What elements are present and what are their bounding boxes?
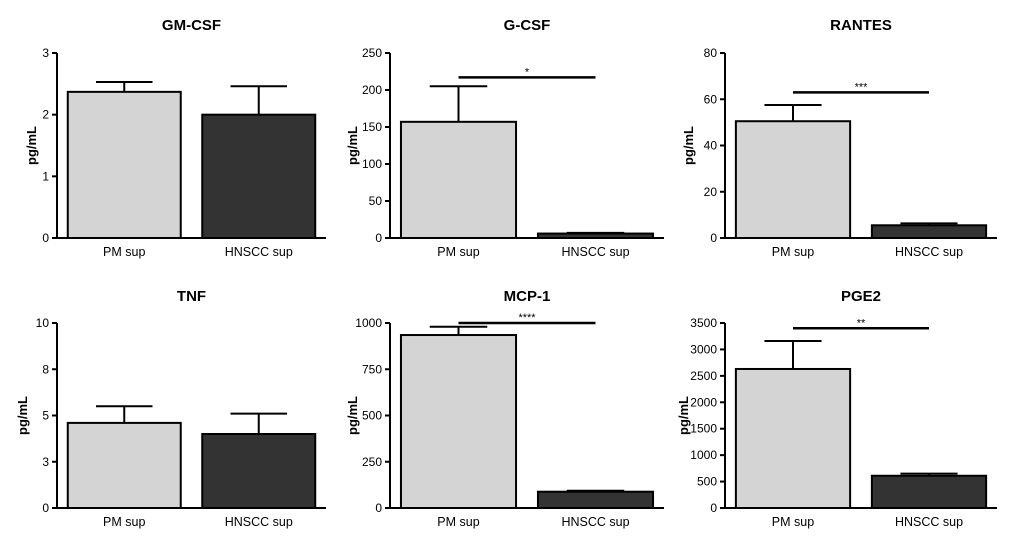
bar-hnscc-sup [536,232,655,239]
y-tick-label: 2500 [690,369,717,383]
x-category-label: HNSCC sup [561,245,629,259]
bar-hnscc-sup [201,113,317,239]
chart-title: RANTES [830,17,892,34]
y-tick-label: 0 [42,501,49,515]
y-tick-label: 60 [704,92,718,106]
y-tick-label: 500 [362,409,382,423]
y-tick-label: 3 [42,46,49,60]
y-tick-label: 1 [42,169,49,183]
bar-hnscc-sup [536,490,655,510]
y-tick-label: 150 [362,120,382,134]
y-tick-label: 80 [704,46,718,60]
x-category-label: HNSCC sup [895,515,963,529]
significance-marker: **** [518,312,536,324]
chart-panel-3: RANTES pg/mL 0 20 40 60 80 PM sup HNSCC sup *** [681,17,997,259]
x-category-label: PM sup [103,245,145,259]
y-tick-label: 500 [697,475,717,489]
chart-title: PGE2 [841,288,881,305]
y-tick-label: 1500 [690,422,717,436]
y-tick-label: 50 [369,194,383,208]
x-category-label: HNSCC sup [225,245,293,259]
x-category-label: PM sup [437,515,479,529]
bar-pm-sup [734,367,852,509]
y-tick-label: 0 [375,231,382,245]
y-tick-label: 0 [375,501,382,515]
chart-panel-1: GM-CSF pg/mL 0 1 2 3 PM sup HNSCC sup [24,17,326,259]
significance-marker: * [525,66,530,78]
y-axis-label: pg/mL [345,126,360,165]
y-tick-label: 20 [704,185,718,199]
chart-panel-5: MCP-1 pg/mL 0 250 500 750 1000 PM sup HNSCC sup *… [345,288,664,529]
y-tick-label: 8 [42,362,49,376]
y-tick-label: 2000 [690,395,717,409]
significance-marker: *** [855,81,869,93]
x-category-label: PM sup [437,245,479,259]
chart-panel-4: TNF pg/mL 0 3 5 8 10 PM sup HNSCC sup [15,288,326,529]
bar-pm-sup [66,421,182,509]
x-category-label: HNSCC sup [561,515,629,529]
bar-hnscc-sup [201,433,317,509]
y-axis-label: pg/mL [681,126,696,165]
bar-pm-sup [399,120,518,239]
significance-marker: ** [857,317,866,329]
y-tick-label: 250 [362,455,382,469]
y-tick-label: 750 [362,362,382,376]
y-tick-label: 40 [704,139,718,153]
y-tick-label: 250 [362,46,382,60]
y-tick-label: 0 [710,501,717,515]
bar-pm-sup [734,120,852,239]
chart-title: MCP-1 [504,288,551,305]
x-category-label: HNSCC sup [895,245,963,259]
y-axis-label: pg/mL [345,396,360,435]
y-tick-label: 100 [362,157,382,171]
y-axis-label: pg/mL [676,396,691,435]
bar-hnscc-sup [870,224,988,239]
y-tick-label: 1000 [690,448,717,462]
x-category-label: PM sup [772,245,814,259]
y-tick-label: 0 [42,231,49,245]
y-tick-label: 3 [42,455,49,469]
y-tick-label: 5 [42,409,49,423]
y-tick-label: 2 [42,108,49,122]
y-tick-label: 0 [710,231,717,245]
y-tick-label: 1000 [355,316,382,330]
chart-title: GM-CSF [162,17,221,34]
chart-panel-6: PGE2 pg/mL 0 500 1000 1500 2000 2500 3000 3500 PM … [676,288,997,529]
chart-title: TNF [177,288,206,305]
bar-pm-sup [399,334,518,509]
x-category-label: HNSCC sup [225,515,293,529]
y-tick-label: 3000 [690,342,717,356]
bar-hnscc-sup [870,474,988,509]
x-category-label: PM sup [103,515,145,529]
y-axis-label: pg/mL [24,126,39,165]
x-category-label: PM sup [772,515,814,529]
y-axis-label: pg/mL [15,396,30,435]
chart-panel-2: G-CSF pg/mL 0 50 100 150 200 250 PM sup HNSCC sup… [345,17,664,259]
bar-pm-sup [66,90,182,239]
y-tick-label: 200 [362,83,382,97]
chart-title: G-CSF [504,17,551,34]
y-tick-label: 3500 [690,316,717,330]
y-tick-label: 10 [36,316,50,330]
